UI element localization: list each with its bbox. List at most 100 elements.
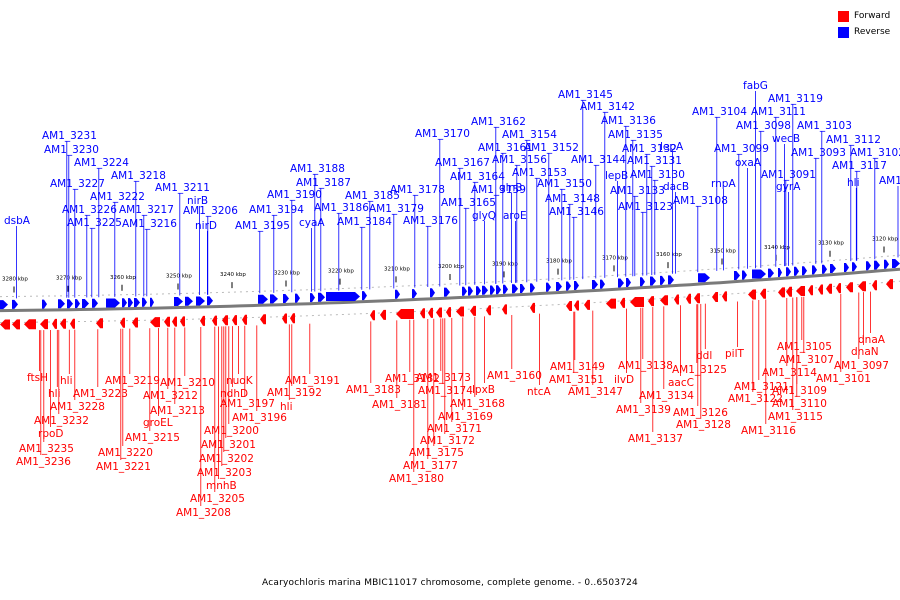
- reverse-gene-arrow: [520, 284, 525, 293]
- reverse-gene-arrow: [476, 286, 481, 296]
- reverse-gene-label: AM1_3156: [492, 154, 547, 166]
- reverse-gene-arrow: [207, 296, 213, 306]
- reverse-gene-arrow: [42, 299, 47, 309]
- reverse-gene-label: AM1_3136: [601, 115, 656, 127]
- forward-gene-arrow: [648, 296, 654, 307]
- reverse-gene-arrow: [802, 266, 807, 276]
- forward-gene-arrow: [396, 309, 414, 319]
- reverse-gene-label: AM1_3179: [369, 203, 424, 215]
- forward-gene-arrow: [530, 302, 535, 313]
- reverse-gene-arrow: [742, 270, 747, 280]
- forward-gene-label: AM1_3116: [741, 425, 796, 437]
- reverse-gene-arrow: [822, 264, 827, 274]
- forward-gene-label: AM1_3137: [628, 433, 683, 445]
- forward-gene-label: AM1_3151: [549, 374, 604, 386]
- forward-gene-label: AM1_3236: [16, 456, 71, 468]
- forward-gene-label: AM1_3220: [98, 447, 153, 459]
- reverse-gene-label: AM1_3152: [524, 142, 579, 154]
- axis-tick-label: 3280 kbp: [2, 276, 28, 282]
- reverse-gene-arrow: [128, 298, 133, 308]
- forward-gene-label: AM1_3174: [418, 385, 473, 397]
- reverse-gene-arrow: [668, 275, 674, 285]
- reverse-gene-arrow: [82, 299, 89, 308]
- reverse-gene-arrow: [258, 294, 268, 304]
- forward-gene-label: dnaN: [851, 346, 879, 358]
- forward-gene-arrow: [502, 304, 507, 315]
- axis-tick-label: 3210 kbp: [384, 266, 410, 272]
- axis-tick-label: 3230 kbp: [274, 270, 300, 276]
- axis-tick-label: 3270 kbp: [56, 276, 82, 282]
- forward-gene-arrow: [796, 286, 805, 296]
- reverse-gene-label: AM1_3091: [761, 169, 816, 181]
- forward-gene-label: AM1_3110: [772, 398, 827, 410]
- forward-gene-arrow: [180, 316, 185, 327]
- reverse-gene-label: AM1_3190: [267, 189, 322, 201]
- forward-gene-label: AM1_3107: [779, 354, 834, 366]
- forward-gene-arrow: [846, 282, 853, 293]
- legend-label-reverse: Reverse: [854, 27, 891, 37]
- reverse-gene-arrow: [468, 286, 473, 296]
- reverse-gene-label: AM1_3176: [403, 215, 458, 227]
- forward-gene-arrow: [872, 280, 877, 291]
- forward-gene-arrow: [446, 307, 451, 318]
- reverse-gene-label: AM1_3230: [44, 144, 99, 156]
- axis-tick-label: 3220 kbp: [328, 269, 354, 275]
- reverse-gene-label: AM1_3108: [673, 195, 728, 207]
- forward-gene-arrow: [748, 289, 756, 300]
- forward-gene-label: pilT: [725, 348, 744, 360]
- reverse-gene-label: hli: [847, 177, 860, 189]
- reverse-gene-label: AM1_3164: [450, 171, 505, 183]
- forward-gene-label: AM1_3201: [201, 439, 256, 451]
- forward-gene-label: ntcA: [527, 386, 552, 398]
- reverse-gene-arrow: [830, 264, 836, 273]
- forward-gene-arrow: [606, 298, 616, 309]
- forward-gene-arrow: [836, 283, 841, 294]
- reverse-gene-arrow: [852, 262, 857, 272]
- forward-gene-arrow: [242, 314, 247, 325]
- reverse-gene-arrow: [640, 277, 645, 287]
- forward-gene-arrow: [786, 286, 792, 297]
- forward-gene-label: AM1_3191: [285, 375, 340, 387]
- reverse-gene-arrow: [874, 260, 880, 270]
- reverse-track-guide: [0, 254, 900, 298]
- axis-tick-label: 3140 kbp: [764, 245, 790, 251]
- forward-gene-arrow: [574, 300, 579, 311]
- forward-gene-arrow: [470, 305, 476, 316]
- reverse-gene-arrow: [592, 280, 598, 289]
- reverse-gene-arrow: [106, 298, 120, 308]
- reverse-gene-arrow: [794, 266, 799, 276]
- forward-gene-label: aacC: [668, 377, 694, 389]
- reverse-gene-label: AM1_3112: [826, 134, 881, 146]
- reverse-gene-arrow: [122, 298, 127, 308]
- reverse-gene-label: AM1_3165: [441, 197, 496, 209]
- reverse-gene-label: AM1_3188: [290, 163, 345, 175]
- reverse-gene-label: dsbA: [4, 215, 31, 227]
- forward-gene-arrow: [808, 285, 813, 296]
- reverse-gene-arrow: [752, 269, 766, 279]
- reverse-gene-arrow: [812, 265, 817, 275]
- forward-gene-arrow: [584, 299, 590, 310]
- reverse-gene-label: wecB: [772, 133, 800, 145]
- forward-gene-label: AM1_3221: [96, 461, 151, 473]
- reverse-gene-label: AM1_3117: [832, 160, 887, 172]
- forward-gene-label: nuoK: [226, 375, 254, 387]
- reverse-gene-label: AM1_3130: [630, 169, 685, 181]
- reverse-gene-label: AM1_3153: [512, 167, 567, 179]
- reverse-gene-label: glyQ: [472, 210, 496, 222]
- reverse-gene-label: AM1_3225: [67, 217, 122, 229]
- reverse-gene-label: gyrA: [776, 181, 801, 193]
- forward-gene-label: AM1_3177: [403, 460, 458, 472]
- forward-gene-label: AM1_3208: [176, 507, 231, 519]
- reverse-gene-arrow: [134, 298, 140, 307]
- legend-label-forward: Forward: [854, 11, 891, 21]
- reverse-gene-arrow: [362, 291, 367, 301]
- forward-gene-arrow: [858, 281, 866, 292]
- forward-gene-arrow: [630, 297, 644, 307]
- reverse-gene-arrow: [92, 298, 98, 308]
- reverse-gene-label: AM1_3195: [235, 220, 290, 232]
- reverse-gene-label: AM1_3093: [791, 147, 846, 159]
- forward-gene-label: AM1_3232: [34, 415, 89, 427]
- forward-gene-arrow: [712, 292, 718, 302]
- forward-gene-label: AM1_3196: [232, 412, 287, 424]
- reverse-gene-label: lepB: [605, 170, 628, 182]
